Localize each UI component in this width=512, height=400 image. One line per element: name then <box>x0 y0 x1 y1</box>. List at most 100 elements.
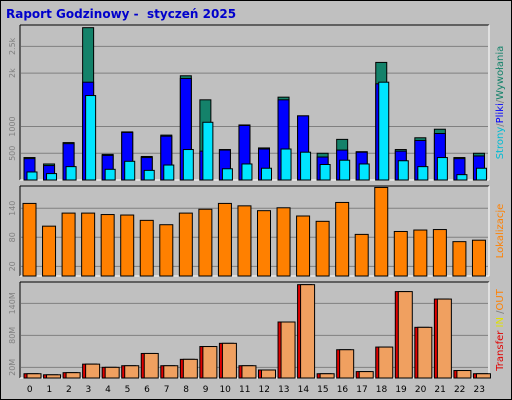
bar-visits <box>237 205 252 277</box>
bar-transfer-out <box>143 352 159 379</box>
bar-transfer-out <box>26 373 42 379</box>
bar-visits <box>432 229 447 277</box>
bar-visits <box>452 241 467 277</box>
x-tick-label: 3 <box>86 385 92 395</box>
bar-transfer-out <box>261 369 276 379</box>
bar-pages <box>202 121 214 181</box>
y-tick-label: 20 <box>8 261 17 271</box>
bar-transfer-out <box>202 346 218 379</box>
x-tick-label: 22 <box>454 385 465 395</box>
bar-pages <box>339 159 351 181</box>
legend-part: Strony <box>495 127 506 160</box>
bar-visits <box>413 229 428 277</box>
bar-transfer-out <box>456 370 472 379</box>
bar-visits <box>335 201 350 277</box>
bar-pages <box>26 171 38 181</box>
x-tick-label: 8 <box>183 385 189 395</box>
bar-visits <box>120 214 135 277</box>
chart-panel-3: 20M 80M 140M <box>8 281 491 379</box>
bar-pages <box>280 148 292 181</box>
bar-pages <box>456 174 468 181</box>
bar-pages <box>241 163 253 181</box>
bar-visits <box>159 224 174 277</box>
bar-transfer-out <box>319 373 335 379</box>
y-tick-label: 500 <box>8 146 17 161</box>
bar-pages <box>358 163 370 181</box>
x-tick-label: 1 <box>46 385 52 395</box>
bar-pages <box>143 169 155 181</box>
bar-transfer-out <box>163 365 179 379</box>
bar-transfer-out <box>475 373 491 379</box>
y-tick-label: 140 <box>8 201 17 216</box>
bar-transfer-out <box>241 365 257 379</box>
bar-visits <box>276 207 291 277</box>
bar-transfer-out <box>182 358 198 379</box>
bar-transfer-out <box>65 372 81 379</box>
legend-3: Transfer IN /OUT <box>495 288 506 372</box>
x-tick-label: 18 <box>376 385 388 395</box>
legend-part: Transfer <box>495 330 506 372</box>
legend-part: IN <box>495 314 506 331</box>
bar-visits <box>374 186 389 277</box>
bar-pages <box>300 151 312 181</box>
x-tick-label: 19 <box>395 385 407 395</box>
bar-pages <box>417 166 429 181</box>
x-tick-label: 23 <box>474 385 485 395</box>
bar-pages <box>182 149 194 181</box>
bar-transfer-out <box>280 321 296 379</box>
y-tick-label: 2.5k <box>8 37 17 55</box>
bar-pages <box>221 168 233 181</box>
bar-transfer-out <box>358 371 374 379</box>
bar-visits <box>42 225 57 277</box>
x-tick-label: 21 <box>434 385 445 395</box>
y-tick-label: 2k <box>8 68 17 78</box>
x-tick-label: 10 <box>219 385 231 395</box>
bar-transfer-out <box>104 366 120 379</box>
bar-transfer-out <box>436 298 452 379</box>
bar-pages <box>104 168 116 181</box>
bar-visits <box>257 210 271 277</box>
legend-part: Wywołania <box>495 46 506 100</box>
legend-1: Strony/Pliki/Wywołania <box>495 46 506 160</box>
legend-part: / <box>495 123 506 127</box>
bar-visits <box>81 212 96 277</box>
x-tick-label: 13 <box>278 385 289 395</box>
bar-visits <box>198 208 213 277</box>
bar-visits <box>139 219 154 277</box>
page-title: Raport Godzinowy - styczeń 2025 <box>6 7 237 21</box>
chart-panel-2: 20 80 140 <box>8 185 490 277</box>
x-tick-label: 17 <box>356 385 367 395</box>
bar-transfer-out <box>378 346 394 379</box>
x-tick-label: 7 <box>164 385 170 395</box>
y-tick-label: 80 <box>8 232 17 242</box>
bar-transfer-out <box>397 291 413 379</box>
x-tick-label: 5 <box>125 385 131 395</box>
legend-part: / <box>495 310 506 314</box>
x-tick-label: 9 <box>203 385 209 395</box>
bar-pages <box>319 164 331 181</box>
bar-visits <box>471 239 486 277</box>
bar-visits <box>354 233 369 277</box>
bar-transfer-out <box>417 326 433 379</box>
bar-visits <box>315 220 330 277</box>
x-tick-label: 20 <box>415 385 427 395</box>
bar-visits <box>393 230 408 277</box>
legend-part: OUT <box>495 288 506 310</box>
x-tick-label: 4 <box>105 385 111 395</box>
bar-visits <box>61 212 76 277</box>
bar-visits <box>217 202 232 277</box>
y-tick-label: 1000 <box>8 116 17 136</box>
bar-pages <box>46 173 58 181</box>
bar-transfer-out <box>46 374 62 379</box>
bar-transfer-out <box>124 365 140 379</box>
x-tick-label: 12 <box>259 385 270 395</box>
bar-transfer-out <box>300 284 316 379</box>
bar-pages <box>475 167 487 181</box>
y-tick-label: 20M <box>8 359 17 376</box>
bar-pages <box>378 81 390 181</box>
bar-visits <box>296 215 311 277</box>
x-tick-label: 15 <box>317 385 328 395</box>
bar-visits <box>100 214 115 277</box>
legend-part: Lokalizacje <box>495 204 506 259</box>
